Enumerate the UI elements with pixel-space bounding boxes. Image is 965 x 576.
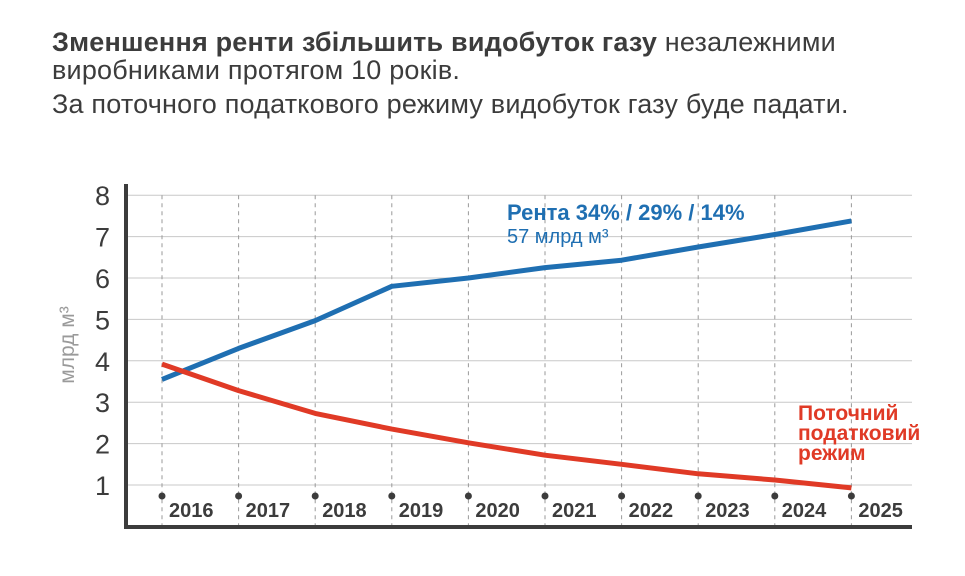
x-tick-label: 2023 [705,500,750,522]
y-tick-label: 3 [95,388,110,418]
x-tick-dot [694,492,702,500]
x-tick-label: 2018 [322,500,367,522]
series-label-rent: Рента 34% / 29% / 14% [507,200,745,225]
x-tick-label: 2022 [629,500,674,522]
x-tick-dot [388,492,396,500]
x-tick-dot [618,492,626,500]
x-tick-dot [235,492,243,500]
title-bold: Зменшення ренти збільшить видобуток газу [52,27,658,57]
series-note-rent: 57 млрд м³ [507,226,609,248]
x-tick-dot [464,492,472,500]
x-tick-label: 2017 [246,500,291,522]
x-tick-label: 2016 [169,500,214,522]
y-tick-label: 8 [95,181,110,211]
chart-subtitle: За поточного податкового режиму видобуто… [52,89,849,119]
y-tick-label: 5 [95,305,110,335]
x-tick-dot [311,492,319,500]
x-tick-dot [158,492,166,500]
series-line-rent [161,218,852,382]
series-line-current-tax [161,361,852,491]
y-tick-label: 6 [95,264,110,294]
x-tick-label: 2020 [475,500,520,522]
y-tick-label: 1 [95,471,110,501]
x-tick-label: 2021 [552,500,597,522]
y-tick-label: 2 [95,430,110,460]
series-label-current-tax: режим [798,442,866,465]
x-tick-dot [847,492,855,500]
x-tick-dot [541,492,549,500]
x-tick-label: 2025 [858,500,903,522]
header: Зменшення ренти збільшить видобуток газу… [52,28,932,118]
y-axis-label: млрд м³ [56,306,79,383]
y-tick-label: 4 [95,347,110,377]
series-label-current-tax: Поточний [798,402,898,425]
title-rest: незалежними виробниками протягом 10 рокі… [52,27,836,85]
y-tick-label: 7 [95,223,110,253]
x-tick-dot [771,492,779,500]
x-tick-label: 2019 [399,500,444,522]
chart-title: Зменшення ренти збільшить видобуток газу… [52,28,932,84]
series-label-current-tax: податковий [798,422,920,445]
x-tick-label: 2024 [782,500,827,522]
